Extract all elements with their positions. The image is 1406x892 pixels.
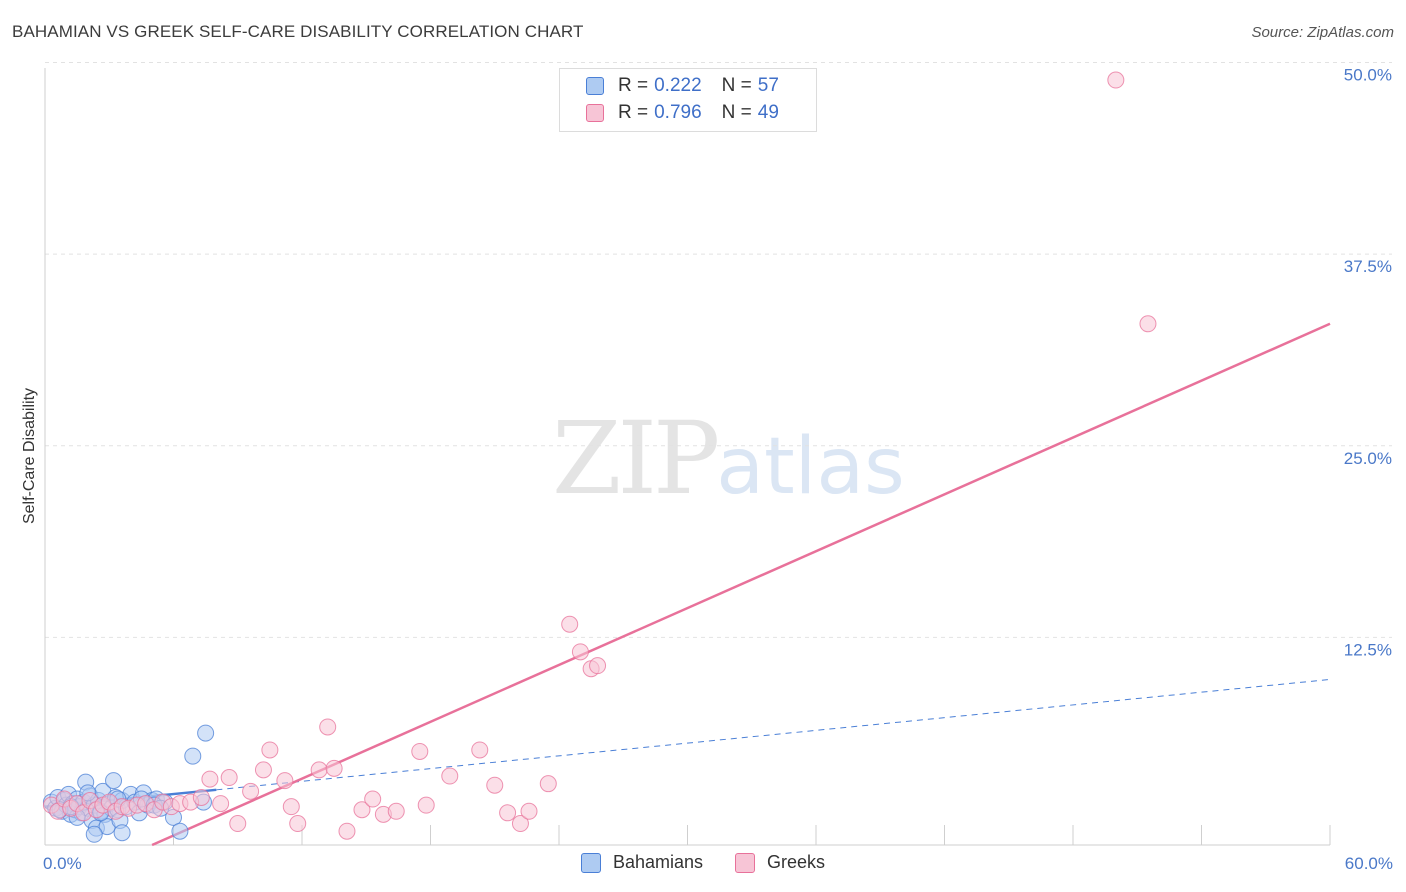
greek-point: [486, 776, 504, 794]
greek-point: [212, 795, 230, 813]
y-tick-label: 25.0%: [1344, 449, 1392, 468]
legend-row-bahamians: R = 0.222 N = 57: [586, 74, 779, 98]
greek-point: [561, 615, 579, 633]
x-tick-label: 0.0%: [43, 854, 82, 873]
y-axis-label: Self-Care Disability: [21, 388, 38, 524]
series-legend-bahamians[interactable]: Bahamians: [580, 852, 704, 873]
greek-point: [471, 741, 489, 759]
legend-r-label: R =: [618, 102, 649, 123]
watermark-zip: ZIP: [552, 400, 720, 517]
x-tick-label: 60.0%: [1345, 854, 1393, 873]
bahamian-point: [184, 747, 202, 765]
greek-point: [499, 804, 517, 822]
data-points: [42, 71, 1157, 843]
y-tick-label: 50.0%: [1344, 66, 1392, 85]
greeks-swatch: [735, 852, 756, 873]
legend-n-label: N =: [721, 102, 752, 123]
bahamian-point: [105, 772, 123, 790]
greek-point: [201, 770, 219, 788]
legend-r-value: 0.222: [654, 75, 702, 96]
legend-r-label: R =: [618, 75, 649, 96]
chart-title: BAHAMIAN VS GREEK SELF-CARE DISABILITY C…: [12, 22, 584, 41]
greek-point: [289, 815, 307, 833]
greek-point: [325, 759, 343, 777]
greek-point: [417, 796, 435, 814]
greek-point: [192, 788, 210, 806]
greek-point: [276, 772, 294, 790]
grid: [45, 62, 1392, 638]
bahamian-trend-dashed: [216, 678, 1331, 791]
legend-row-greeks: R = 0.796 N = 49: [586, 101, 779, 125]
greek-point: [539, 775, 557, 793]
y-tick-label: 37.5%: [1344, 257, 1392, 276]
legend-swatch-pink: [586, 104, 604, 122]
greek-point: [282, 798, 300, 816]
legend-n-value: 57: [757, 75, 779, 96]
legend: R = 0.222 N = 57 R = 0.796 N = 49: [559, 68, 817, 132]
watermark: ZIPatlas: [552, 400, 905, 517]
bahamian-point: [197, 724, 215, 742]
bahamian-point: [171, 822, 189, 840]
greek-point: [387, 802, 405, 820]
series-legend: Bahamians Greeks: [0, 852, 1406, 873]
watermark-atlas: atlas: [716, 422, 905, 512]
greeks-label: Greeks: [767, 852, 826, 872]
greek-point: [364, 790, 382, 808]
greek-point: [310, 761, 328, 779]
bahamian-point: [85, 825, 103, 843]
greek-point: [254, 761, 272, 779]
greek-point: [411, 742, 429, 760]
greek-trend-line: [151, 322, 1331, 847]
legend-r-value: 0.796: [654, 102, 702, 123]
greek-point: [242, 782, 260, 800]
greek-point: [511, 815, 529, 833]
greek-point: [261, 741, 279, 759]
greek-point: [520, 802, 538, 820]
greek-point: [338, 822, 356, 840]
greek-point: [319, 718, 337, 736]
greek-point: [441, 767, 459, 785]
greek-point: [1139, 315, 1157, 333]
tick-labels: 12.5% 25.0% 37.5% 50.0% 0.0% 60.0%: [43, 66, 1393, 874]
legend-n-label: N =: [721, 75, 752, 96]
greek-point: [1107, 71, 1125, 89]
series-legend-greeks[interactable]: Greeks: [735, 852, 825, 873]
greek-point: [353, 801, 371, 819]
greek-point: [571, 643, 589, 661]
legend-swatch-blue: [586, 77, 604, 95]
source-credit: Source: ZipAtlas.com: [1251, 24, 1394, 41]
axes: [44, 68, 1331, 846]
greek-point: [220, 769, 238, 787]
legend-n-value: 49: [757, 102, 779, 123]
y-tick-label: 12.5%: [1344, 640, 1392, 659]
bahamian-point: [113, 824, 131, 842]
trend-lines: [44, 322, 1331, 847]
bahamians-label: Bahamians: [612, 852, 704, 872]
bahamians-swatch: [580, 852, 601, 873]
greek-point: [589, 657, 607, 675]
greek-point: [229, 815, 247, 833]
